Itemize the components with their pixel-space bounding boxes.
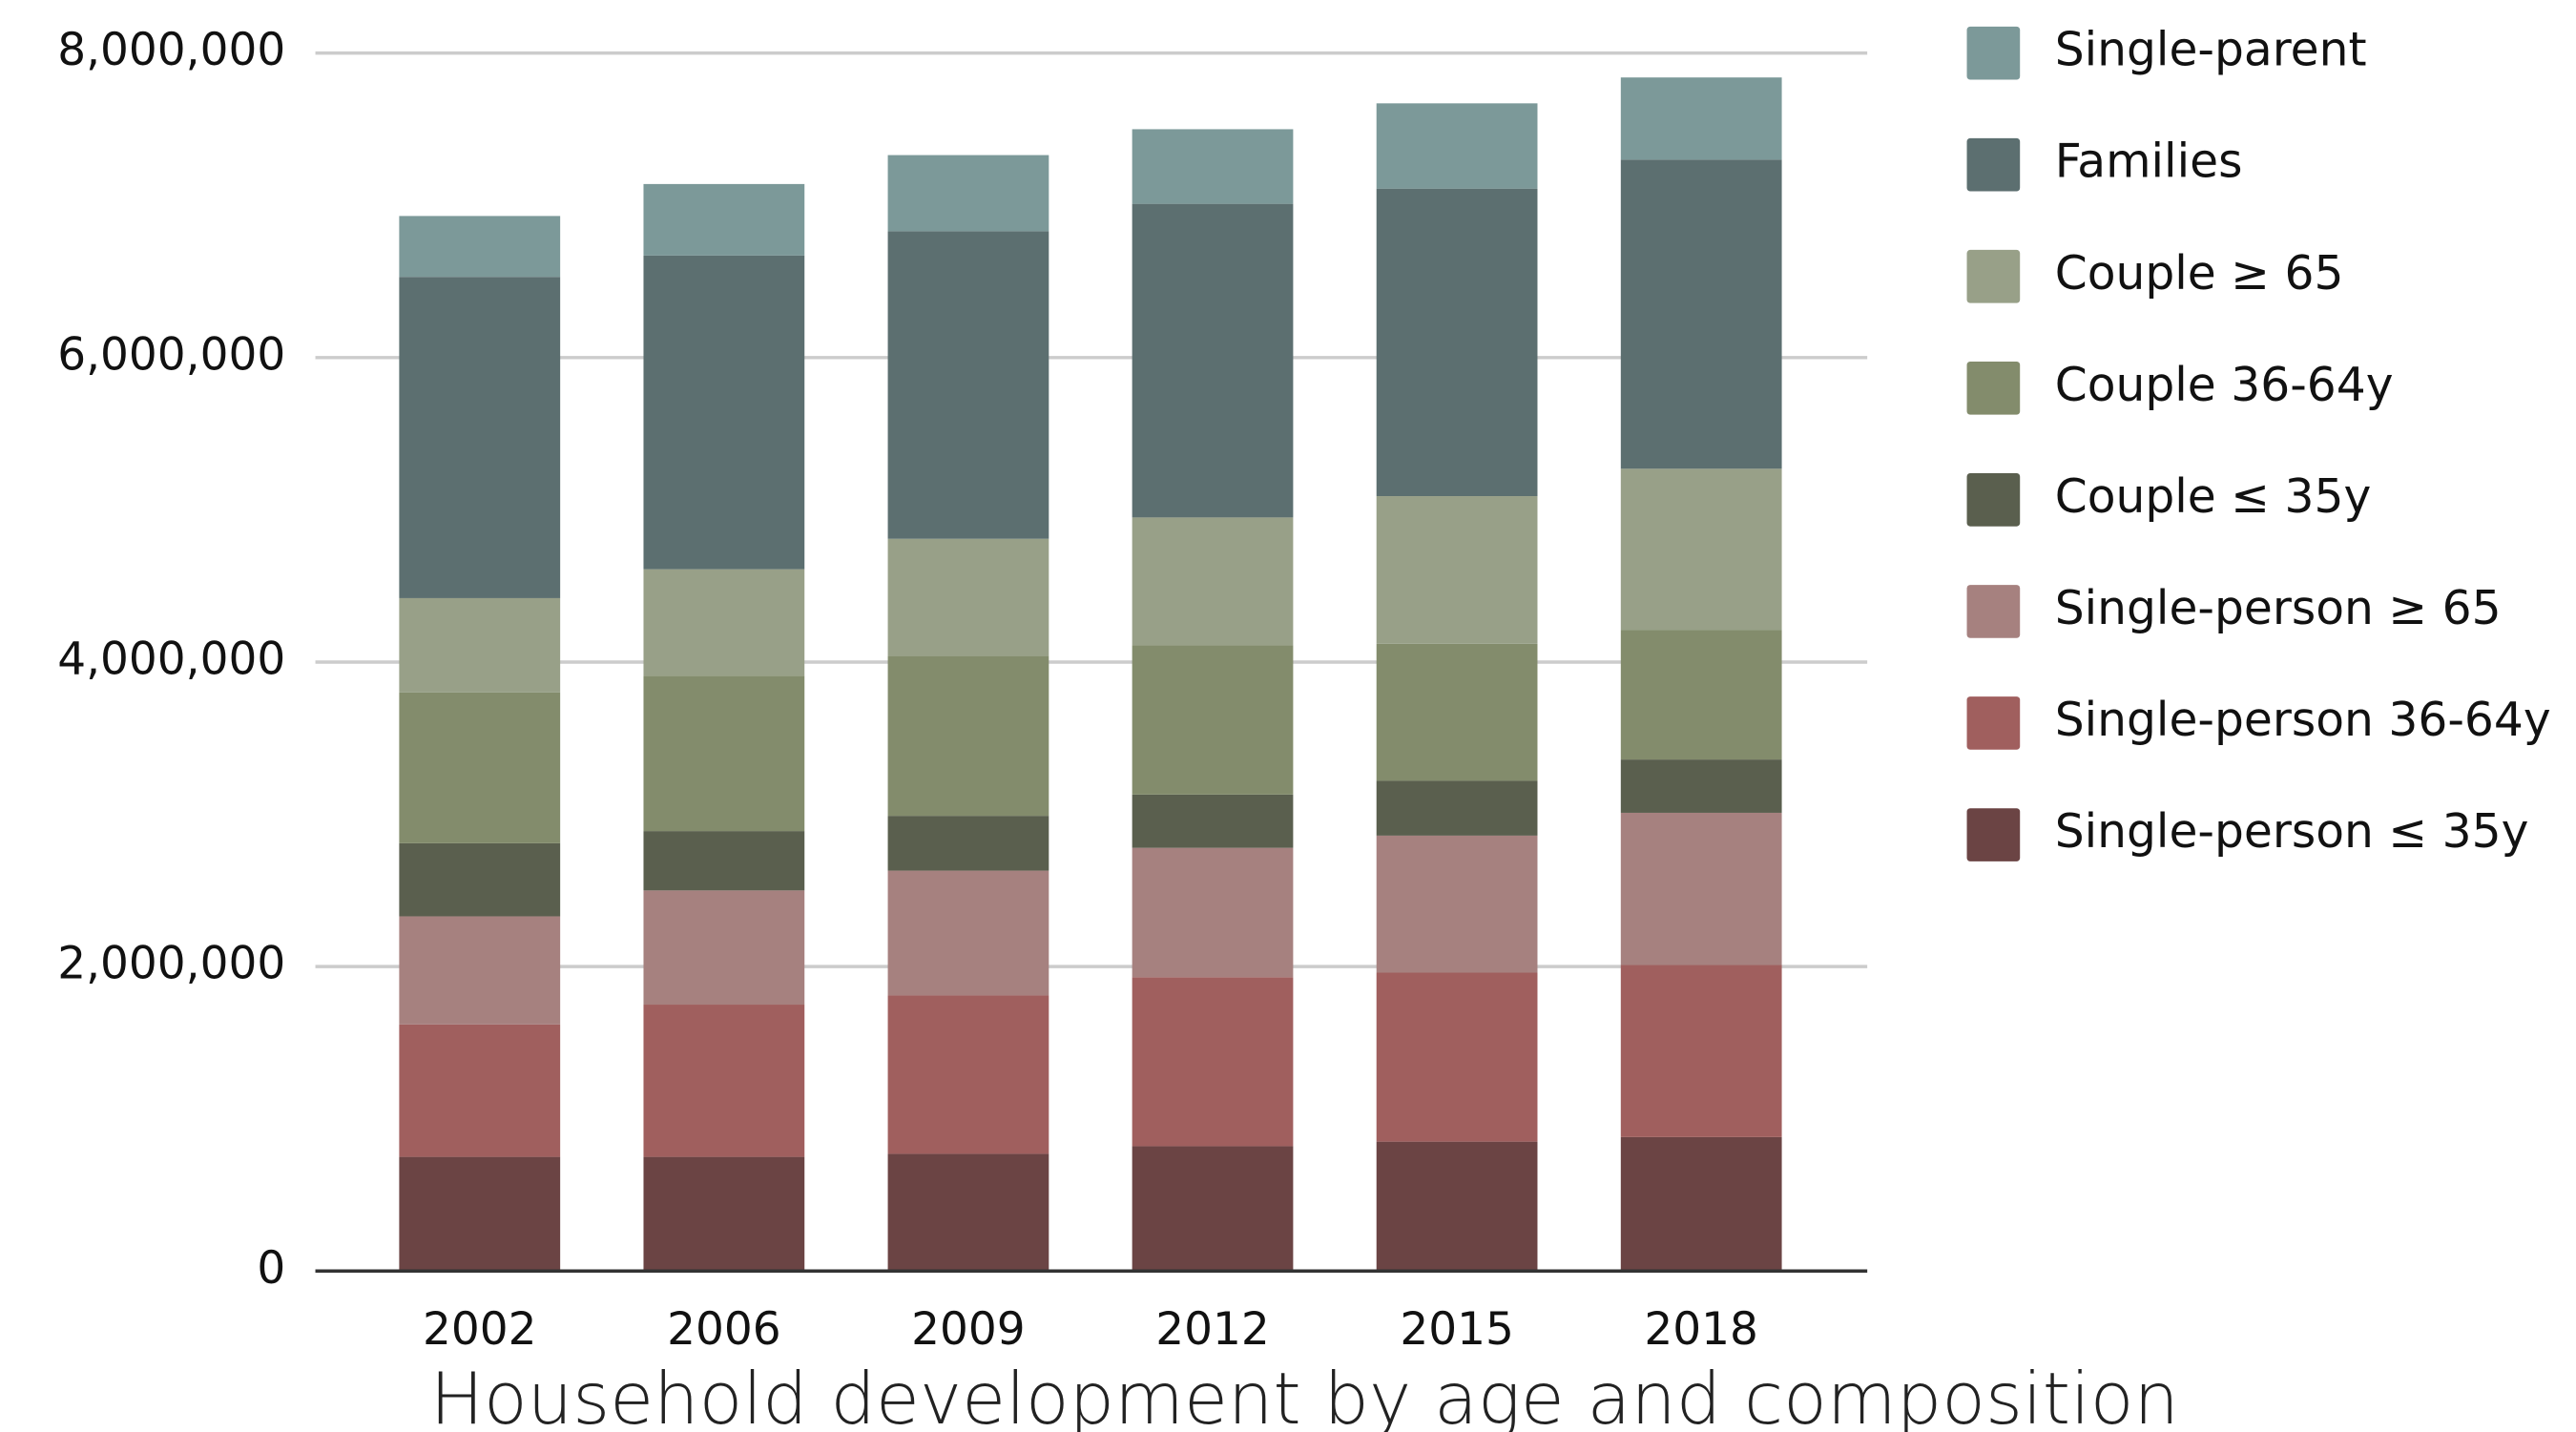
bar-segment	[1376, 1141, 1538, 1272]
bar-segment	[399, 1156, 561, 1272]
bar-segment	[399, 842, 561, 917]
bar-segment	[1132, 847, 1294, 978]
bar-segment	[1132, 517, 1294, 646]
bar-segment	[399, 916, 561, 1025]
y-tick-label: 4,000,000	[57, 633, 285, 685]
bar-segment	[887, 655, 1049, 817]
x-tick-label: 2018	[1644, 1303, 1758, 1356]
bar-segment	[643, 183, 805, 256]
legend-swatch	[1966, 361, 2021, 415]
bar-segment	[887, 995, 1049, 1154]
bar-segment	[1132, 977, 1294, 1147]
legend-swatch	[1966, 696, 2021, 750]
bar-segment	[1620, 468, 1782, 631]
bar-segment	[1376, 835, 1538, 973]
legend-label: Single-person 36-64y	[2055, 694, 2551, 747]
legend-swatch	[1966, 808, 2021, 861]
legend-label: Couple 36-64y	[2055, 359, 2394, 412]
legend-label: Couple ≥ 65	[2055, 247, 2344, 301]
legend-swatch	[1966, 137, 2021, 192]
bar-segment	[1620, 77, 1782, 160]
legend-label: Couple ≤ 35y	[2055, 470, 2372, 524]
bar-segment	[643, 675, 805, 832]
bar-segment	[887, 816, 1049, 871]
bar-segment	[399, 277, 561, 598]
bar-segment	[399, 692, 561, 843]
legend-swatch	[1966, 26, 2021, 80]
bar-segment	[643, 569, 805, 676]
y-tick-label: 6,000,000	[57, 328, 285, 381]
bar-segment	[1620, 630, 1782, 760]
bar-segment	[399, 1024, 561, 1157]
bar-segment	[1376, 103, 1538, 189]
bar-segment	[887, 231, 1049, 539]
legend-label: Families	[2055, 135, 2243, 189]
bar-segment	[643, 831, 805, 891]
x-tick-label: 2009	[911, 1303, 1026, 1356]
legend-label: Single-person ≥ 65	[2055, 582, 2502, 635]
bar-segment	[1132, 203, 1294, 518]
bar-segment	[1376, 496, 1538, 644]
bar-segment	[1132, 129, 1294, 204]
bar-segment	[887, 538, 1049, 656]
x-tick-label: 2015	[1400, 1303, 1514, 1356]
bar-segment	[399, 597, 561, 693]
x-tick-label: 2006	[667, 1303, 781, 1356]
y-tick-label: 0	[257, 1242, 285, 1295]
bar-segment	[1376, 972, 1538, 1142]
bar-segment	[1132, 645, 1294, 795]
legend-label: Single-person ≤ 35y	[2055, 805, 2529, 859]
y-tick-label: 2,000,000	[57, 938, 285, 990]
bar-segment	[1376, 780, 1538, 836]
bar-segment	[1620, 1136, 1782, 1272]
y-tick-label: 8,000,000	[57, 24, 285, 76]
bar-segment	[1620, 965, 1782, 1137]
bar-segment	[1132, 1146, 1294, 1272]
bar-segment	[643, 1156, 805, 1272]
bar-segment	[887, 155, 1049, 232]
bar-segment	[1376, 643, 1538, 781]
legend-swatch	[1966, 473, 2021, 527]
bar-segment	[1620, 812, 1782, 965]
x-tick-label: 2002	[423, 1303, 537, 1356]
bar-segment	[1376, 188, 1538, 497]
bar-segment	[643, 890, 805, 1006]
x-tick-label: 2012	[1155, 1303, 1270, 1356]
bar-segment	[887, 870, 1049, 996]
bar-segment	[399, 216, 561, 278]
bar-segment	[1132, 794, 1294, 848]
chart-title: Household development by age and composi…	[430, 1358, 2179, 1432]
bar-segment	[1620, 759, 1782, 813]
bar-segment	[643, 1005, 805, 1157]
legend-label: Single-parent	[2055, 24, 2367, 77]
bar-segment	[643, 255, 805, 570]
bar-segment	[1620, 159, 1782, 469]
legend-swatch	[1966, 585, 2021, 638]
legend-swatch	[1966, 249, 2021, 303]
bar-segment	[887, 1153, 1049, 1272]
